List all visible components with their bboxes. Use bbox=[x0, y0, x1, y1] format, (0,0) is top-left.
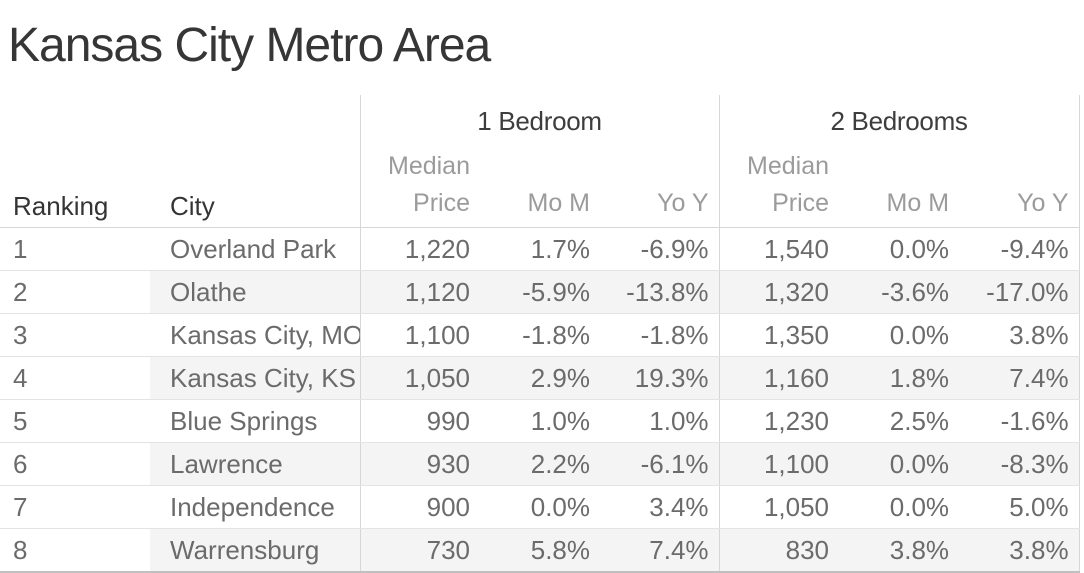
table-row: 6 Lawrence 930 2.2% -6.1% 1,100 0.0% -8.… bbox=[0, 442, 1080, 486]
median-price-label-line2: Price bbox=[772, 189, 830, 217]
city-cell[interactable]: Blue Springs bbox=[150, 399, 360, 443]
br1-mom-cell[interactable]: 2.9% bbox=[480, 356, 600, 400]
city-cell[interactable]: Kansas City, MO bbox=[150, 313, 360, 357]
br1-mom-header[interactable]: Mo M bbox=[480, 147, 600, 228]
br2-mom-header[interactable]: Mo M bbox=[839, 147, 960, 228]
column-group-1-bedroom[interactable]: 1 Bedroom bbox=[359, 95, 720, 147]
br2-median-price-cell[interactable]: 1,050 bbox=[718, 485, 840, 529]
br2-median-price-cell[interactable]: 1,540 bbox=[718, 227, 840, 271]
br1-yoy-cell[interactable]: 19.3% bbox=[600, 356, 720, 400]
br2-yoy-cell[interactable]: -1.6% bbox=[959, 399, 1080, 443]
br1-median-price-cell[interactable]: 1,220 bbox=[359, 227, 480, 271]
median-price-label-line1: Median bbox=[747, 152, 830, 180]
br2-mom-cell[interactable]: -3.6% bbox=[839, 270, 960, 314]
br1-yoy-header[interactable]: Yo Y bbox=[600, 147, 720, 228]
ranking-cell[interactable]: 3 bbox=[0, 313, 150, 357]
br1-median-price-cell[interactable]: 1,050 bbox=[359, 356, 480, 400]
city-cell[interactable]: Olathe bbox=[150, 270, 360, 314]
dashboard: Kansas City Metro Area 1 Bedroom 2 Bedro… bbox=[0, 19, 1080, 573]
br1-yoy-cell[interactable]: -6.1% bbox=[600, 442, 720, 486]
city-cell[interactable]: Kansas City, KS bbox=[150, 356, 360, 400]
br2-median-price-cell[interactable]: 1,350 bbox=[718, 313, 840, 357]
city-cell[interactable]: Lawrence bbox=[150, 442, 360, 486]
table-row: 4 Kansas City, KS 1,050 2.9% 19.3% 1,160… bbox=[0, 356, 1080, 400]
br2-mom-cell[interactable]: 0.0% bbox=[839, 227, 960, 271]
br2-yoy-cell[interactable]: 3.8% bbox=[959, 528, 1080, 572]
table-row: 7 Independence 900 0.0% 3.4% 1,050 0.0% … bbox=[0, 485, 1080, 529]
br1-median-price-cell[interactable]: 1,100 bbox=[359, 313, 480, 357]
page-title: Kansas City Metro Area bbox=[8, 19, 491, 72]
br2-yoy-cell[interactable]: 7.4% bbox=[959, 356, 1080, 400]
city-cell[interactable]: Warrensburg bbox=[150, 528, 360, 572]
br1-yoy-cell[interactable]: 3.4% bbox=[600, 485, 720, 529]
br1-median-price-cell[interactable]: 990 bbox=[359, 399, 480, 443]
ranking-column-header[interactable]: Ranking bbox=[0, 147, 150, 228]
br1-mom-cell[interactable]: -5.9% bbox=[480, 270, 600, 314]
header-corner-spacer bbox=[0, 95, 360, 147]
table-row: 1 Overland Park 1,220 1.7% -6.9% 1,540 0… bbox=[0, 227, 1080, 271]
ranking-cell[interactable]: 6 bbox=[0, 442, 150, 486]
br1-yoy-cell[interactable]: -1.8% bbox=[600, 313, 720, 357]
br2-yoy-cell[interactable]: -17.0% bbox=[959, 270, 1080, 314]
rent-table: 1 Bedroom 2 Bedrooms Ranking City Median… bbox=[0, 95, 1080, 573]
median-price-label-line1: Median bbox=[388, 152, 470, 180]
br2-median-price-cell[interactable]: 1,230 bbox=[718, 399, 840, 443]
br2-mom-cell[interactable]: 2.5% bbox=[839, 399, 960, 443]
ranking-cell[interactable]: 1 bbox=[0, 227, 150, 271]
table-body: 1 Overland Park 1,220 1.7% -6.9% 1,540 0… bbox=[0, 227, 1080, 572]
br1-median-price-cell[interactable]: 900 bbox=[359, 485, 480, 529]
ranking-cell[interactable]: 8 bbox=[13, 534, 28, 565]
city-cell[interactable]: Overland Park bbox=[150, 227, 360, 271]
br1-median-price-cell[interactable]: 930 bbox=[359, 442, 480, 486]
br2-yoy-cell[interactable]: 5.0% bbox=[959, 485, 1080, 529]
ranking-cell[interactable]: 7 bbox=[0, 485, 150, 529]
br1-yoy-cell[interactable]: 7.4% bbox=[600, 528, 720, 572]
br2-yoy-cell[interactable]: 3.8% bbox=[959, 313, 1080, 357]
br2-yoy-cell[interactable]: -9.4% bbox=[959, 227, 1080, 271]
br1-mom-cell[interactable]: 0.0% bbox=[480, 485, 600, 529]
br1-mom-cell[interactable]: 5.8% bbox=[480, 528, 600, 572]
br1-mom-cell[interactable]: 1.7% bbox=[480, 227, 600, 271]
city-column-header[interactable]: City bbox=[150, 147, 360, 228]
ranking-cell[interactable]: 4 bbox=[0, 356, 150, 400]
column-group-2-bedrooms[interactable]: 2 Bedrooms bbox=[718, 95, 1080, 147]
table-row: 3 Kansas City, MO 1,100 -1.8% -1.8% 1,35… bbox=[0, 313, 1080, 357]
table-row: 5 Blue Springs 990 1.0% 1.0% 1,230 2.5% … bbox=[0, 399, 1080, 443]
br2-mom-cell[interactable]: 1.8% bbox=[839, 356, 960, 400]
table-header: 1 Bedroom 2 Bedrooms Ranking City Median… bbox=[0, 95, 1080, 228]
br1-mom-cell[interactable]: 2.2% bbox=[480, 442, 600, 486]
br1-yoy-cell[interactable]: -13.8% bbox=[600, 270, 720, 314]
median-price-label-line2: Price bbox=[413, 189, 470, 217]
br2-median-price-cell[interactable]: 1,160 bbox=[718, 356, 840, 400]
br2-median-price-cell[interactable]: 830 bbox=[718, 528, 840, 572]
br1-median-price-cell[interactable]: 1,120 bbox=[359, 270, 480, 314]
column-header-row: Ranking City Median Price Mo M Yo Y Medi… bbox=[0, 147, 1080, 228]
city-cell[interactable]: Independence bbox=[150, 485, 360, 529]
br2-mom-cell[interactable]: 0.0% bbox=[839, 442, 960, 486]
br2-median-price-header[interactable]: Median Price bbox=[718, 147, 840, 228]
ranking-cell[interactable]: 5 bbox=[0, 399, 150, 443]
ranking-cell[interactable]: 2 bbox=[0, 270, 150, 314]
br1-yoy-cell[interactable]: -6.9% bbox=[600, 227, 720, 271]
br2-median-price-cell[interactable]: 1,320 bbox=[718, 270, 840, 314]
table-row: 2 Olathe 1,120 -5.9% -13.8% 1,320 -3.6% … bbox=[0, 270, 1080, 314]
br1-median-price-header[interactable]: Median Price bbox=[359, 147, 480, 228]
br2-mom-cell[interactable]: 0.0% bbox=[839, 485, 960, 529]
br2-median-price-cell[interactable]: 1,100 bbox=[718, 442, 840, 486]
br2-mom-cell[interactable]: 3.8% bbox=[839, 528, 960, 572]
br2-mom-cell[interactable]: 0.0% bbox=[839, 313, 960, 357]
br1-yoy-cell[interactable]: 1.0% bbox=[600, 399, 720, 443]
table-row: 8 Warrensburg 730 5.8% 7.4% 830 3.8% 3.8… bbox=[0, 528, 1080, 572]
br2-yoy-header[interactable]: Yo Y bbox=[959, 147, 1080, 228]
br1-mom-cell[interactable]: 1.0% bbox=[480, 399, 600, 443]
br1-mom-cell[interactable]: -1.8% bbox=[480, 313, 600, 357]
group-header-row: 1 Bedroom 2 Bedrooms bbox=[0, 95, 1080, 147]
br2-yoy-cell[interactable]: -8.3% bbox=[959, 442, 1080, 486]
br1-median-price-cell[interactable]: 730 bbox=[359, 528, 480, 572]
